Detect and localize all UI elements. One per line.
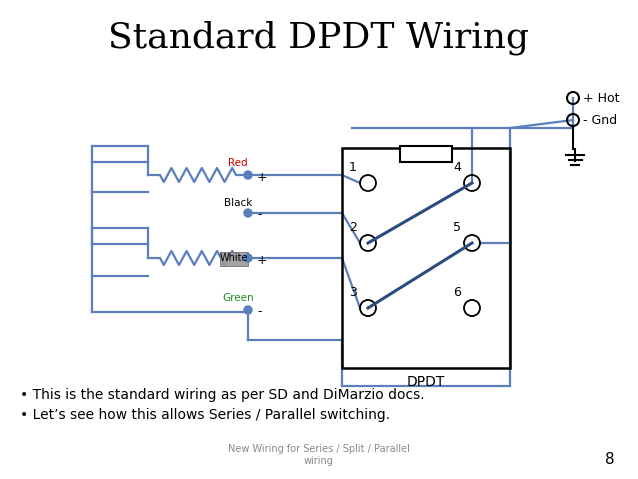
Text: -: - xyxy=(257,208,262,221)
Text: White: White xyxy=(219,253,248,263)
Text: 6: 6 xyxy=(453,286,461,299)
Circle shape xyxy=(244,254,252,262)
FancyBboxPatch shape xyxy=(220,252,248,266)
Text: 4: 4 xyxy=(453,161,461,174)
Text: New Wiring for Series / Split / Parallel
wiring: New Wiring for Series / Split / Parallel… xyxy=(228,444,410,466)
Text: + Hot: + Hot xyxy=(583,91,619,104)
Text: 8: 8 xyxy=(605,453,615,468)
Text: 5: 5 xyxy=(453,221,461,234)
Text: • Let’s see how this allows Series / Parallel switching.: • Let’s see how this allows Series / Par… xyxy=(20,408,390,422)
Text: Black: Black xyxy=(224,198,252,208)
Text: +: + xyxy=(257,253,267,266)
Text: 1: 1 xyxy=(349,161,357,174)
Text: - Gnd: - Gnd xyxy=(583,114,617,126)
Text: 3: 3 xyxy=(349,286,357,299)
Text: Red: Red xyxy=(228,158,248,168)
Text: Standard DPDT Wiring: Standard DPDT Wiring xyxy=(108,21,530,55)
Bar xyxy=(400,146,452,162)
Text: DPDT: DPDT xyxy=(407,375,445,389)
Text: +: + xyxy=(257,171,267,183)
Text: -: - xyxy=(257,306,262,319)
Circle shape xyxy=(244,209,252,217)
Text: Green: Green xyxy=(222,293,254,303)
Text: • This is the standard wiring as per SD and DiMarzio docs.: • This is the standard wiring as per SD … xyxy=(20,388,425,402)
Circle shape xyxy=(244,306,252,314)
Text: 2: 2 xyxy=(349,221,357,234)
Circle shape xyxy=(244,171,252,179)
